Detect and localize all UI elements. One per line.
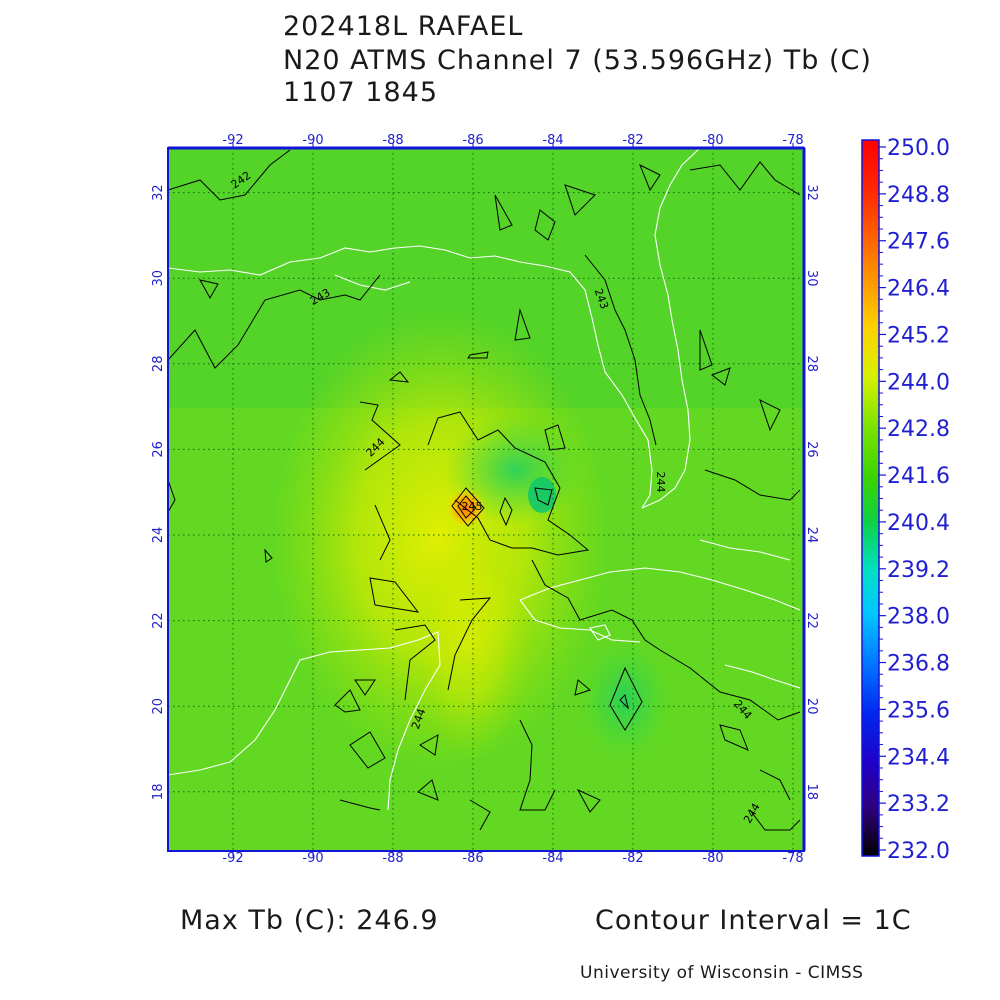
lat-label-right: 22	[804, 612, 819, 629]
lon-label-bottom: -84	[542, 851, 563, 866]
colorbar-label: 240.4	[887, 511, 950, 536]
colorbar-label: 247.6	[887, 230, 950, 255]
lat-label-right: 30	[804, 270, 819, 287]
lat-label-right: 26	[804, 441, 819, 458]
lat-label-right: 20	[804, 698, 819, 715]
lon-label-top: -78	[782, 133, 803, 148]
lat-label-right: 28	[804, 356, 819, 373]
lat-label-left: 24	[151, 527, 166, 544]
coastlines	[168, 148, 801, 811]
lat-label-left: 22	[151, 612, 166, 629]
colorbar-label: 233.2	[887, 792, 950, 817]
lat-label-right: 18	[804, 784, 819, 801]
lon-label-bottom: -82	[622, 851, 643, 866]
lon-label-bottom: -78	[782, 851, 803, 866]
product-title: N20 ATMS Channel 7 (53.596GHz) Tb (C)	[283, 45, 872, 76]
lon-label-bottom: -92	[222, 851, 243, 866]
contour-interval-text: Contour Interval = 1C	[595, 905, 912, 936]
lat-label-right: 24	[804, 527, 819, 544]
longitude-labels: -92 -92 -90 -90 -88 -88 -86 -86 -84 -84 -82 -82 -80 -…	[222, 133, 803, 866]
contour-label: 244	[654, 472, 667, 493]
lat-label-left: 26	[151, 441, 166, 458]
lat-label-left: 28	[151, 356, 166, 373]
storm-title: 202418L RAFAEL	[283, 11, 524, 42]
lon-label-top: -88	[382, 133, 403, 148]
lon-label-top: -84	[542, 133, 563, 148]
colorbar-label: 250.0	[887, 136, 950, 161]
lon-label-bottom: -90	[302, 851, 323, 866]
lon-label-bottom: -86	[462, 851, 483, 866]
colorbar	[861, 139, 880, 857]
colorbar-labels: 250.0 248.8 247.6 246.4 245.2 244.0 242.8 241.6…	[887, 136, 950, 864]
colorbar-ticks	[879, 146, 886, 851]
lon-label-top: -82	[622, 133, 643, 148]
colorbar-label: 234.4	[887, 745, 950, 770]
lat-label-right: 32	[804, 184, 819, 201]
tb-contours	[168, 149, 801, 831]
lon-label-top: -92	[222, 133, 243, 148]
lon-label-top: -90	[302, 133, 323, 148]
lat-label-left: 32	[151, 184, 166, 201]
colorbar-label: 235.6	[887, 698, 950, 723]
colorbar-label: 238.0	[887, 605, 950, 630]
datetime-title: 1107 1845	[283, 77, 439, 108]
colorbar-label: 241.6	[887, 464, 950, 489]
colorbar-label: 239.2	[887, 558, 950, 583]
lat-label-left: 30	[151, 270, 166, 287]
lon-label-top: -80	[702, 133, 723, 148]
lat-lon-grid	[168, 148, 804, 851]
colorbar-label: 244.0	[887, 370, 950, 395]
colorbar-label: 248.8	[887, 183, 950, 208]
credit-text: University of Wisconsin - CIMSS	[580, 963, 864, 983]
lon-label-bottom: -88	[382, 851, 403, 866]
colorbar-label: 242.8	[887, 417, 950, 442]
lon-label-bottom: -80	[702, 851, 723, 866]
max-tb-text: Max Tb (C): 246.9	[180, 905, 439, 936]
latitude-labels: 32 32 30 30 28 28 26 26 24 24 22 22 20 20 18 18	[151, 184, 819, 800]
colorbar-label: 232.0	[887, 839, 950, 864]
lat-label-left: 18	[151, 784, 166, 801]
lon-label-top: -86	[462, 133, 483, 148]
colorbar-label: 236.8	[887, 652, 950, 677]
colorbar-label: 246.4	[887, 277, 950, 302]
colorbar-label: 245.2	[887, 323, 950, 348]
lat-label-left: 20	[151, 698, 166, 715]
contour-label: 245	[462, 500, 483, 513]
